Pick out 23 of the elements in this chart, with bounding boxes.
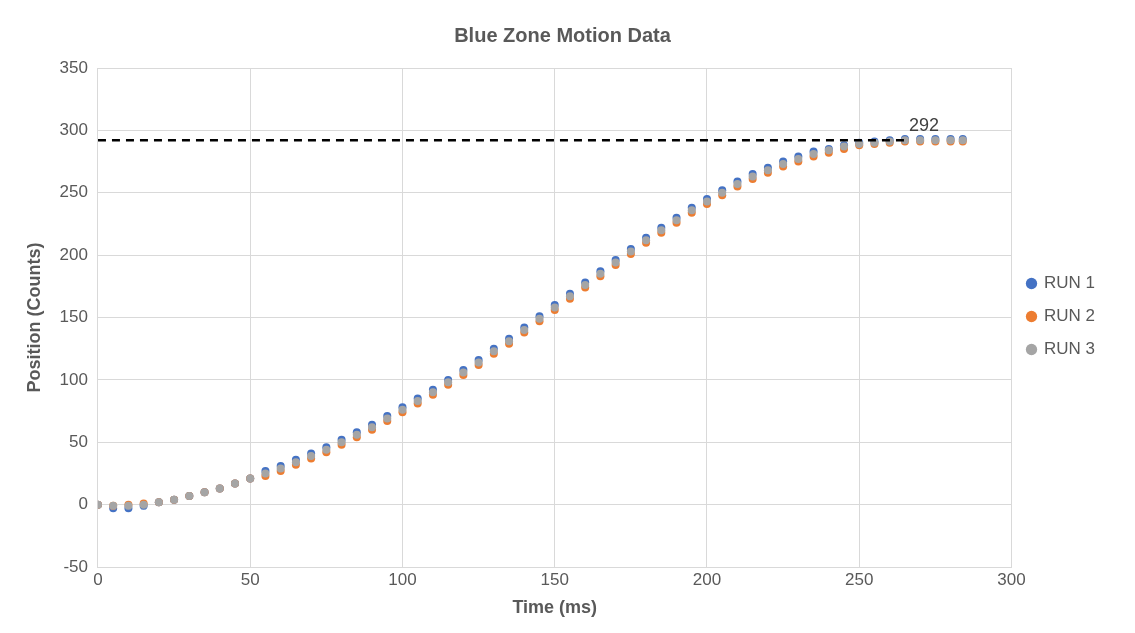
x-tick-label: 100	[388, 569, 417, 589]
y-tick-label: 50	[69, 431, 88, 451]
y-tick-label: 350	[59, 57, 88, 77]
legend-label: RUN 2	[1043, 306, 1096, 326]
y-tick-label: 0	[78, 494, 88, 514]
y-tick-label: 200	[59, 244, 88, 264]
x-axis-title: Time (ms)	[512, 597, 598, 618]
x-tick-label: 50	[240, 569, 260, 589]
x-tick-label: 150	[540, 569, 569, 589]
y-tick-label: -50	[63, 556, 88, 576]
y-tick-label: 100	[59, 369, 88, 389]
x-tick-label: 250	[845, 569, 874, 589]
data-label: 292	[908, 115, 939, 136]
y-tick-label: 150	[59, 307, 88, 327]
chart-title: Blue Zone Motion Data	[454, 23, 672, 46]
x-tick-label: 0	[93, 569, 103, 589]
legend-label: RUN 1	[1043, 273, 1096, 293]
x-tick-label: 200	[692, 569, 722, 589]
y-axis-title: Position (Counts)	[23, 242, 44, 393]
y-tick-label: 300	[59, 120, 88, 140]
y-tick-label: 250	[59, 182, 88, 202]
legend-label: RUN 3	[1043, 339, 1096, 359]
x-tick-label: 300	[997, 569, 1026, 589]
